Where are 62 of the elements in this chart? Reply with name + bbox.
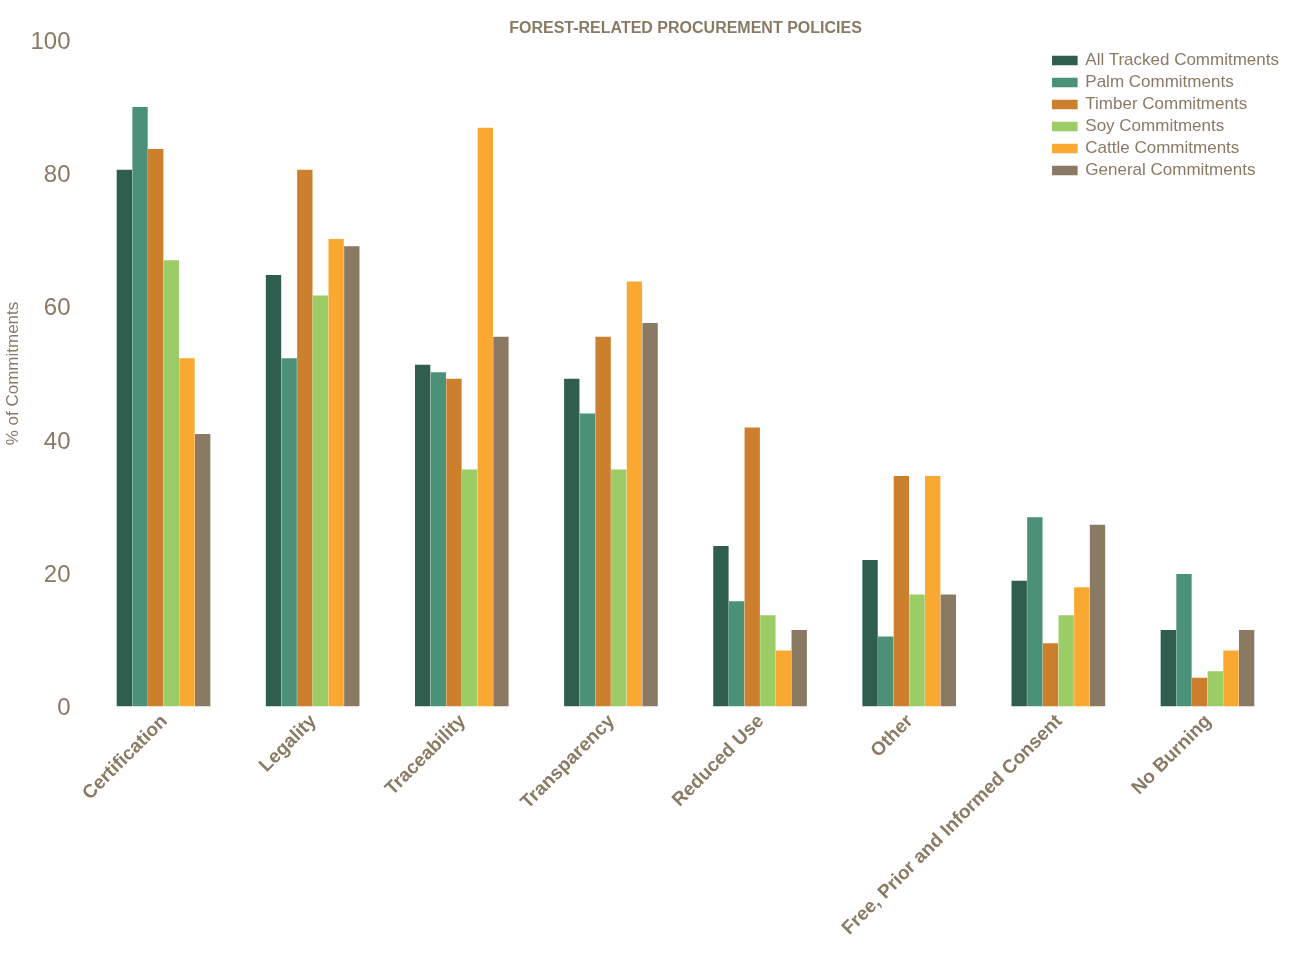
bar	[1191, 677, 1208, 707]
bar	[344, 246, 360, 707]
bar	[163, 260, 180, 707]
chart-title: FOREST-RELATED PROCUREMENT POLICIES	[509, 18, 863, 36]
bar	[446, 378, 462, 707]
bar	[1223, 650, 1239, 707]
bar	[909, 594, 925, 707]
bar	[1160, 629, 1176, 707]
legend-label: Soy Commitments	[1085, 116, 1225, 136]
legend-label: Cattle Commitments	[1085, 138, 1240, 158]
y-tick-label: 100	[30, 27, 71, 54]
bar	[1058, 615, 1074, 707]
y-tick-label: 80	[43, 160, 71, 188]
bar	[1042, 643, 1059, 707]
bar	[430, 372, 446, 707]
legend-label: Palm Commitments	[1085, 72, 1234, 92]
bar	[744, 427, 760, 707]
bar	[791, 629, 807, 707]
bar	[713, 545, 729, 707]
y-axis-title: % of Commitments	[3, 301, 23, 446]
bar	[925, 476, 941, 707]
bar	[297, 169, 313, 707]
bar	[642, 322, 658, 707]
legend-label: General Commitments	[1085, 160, 1256, 180]
bar	[265, 274, 282, 707]
bar	[179, 358, 195, 707]
bar	[760, 615, 776, 707]
bar	[281, 358, 297, 707]
bar	[940, 594, 957, 707]
bar	[312, 295, 329, 707]
bar	[595, 336, 611, 707]
bar	[414, 364, 431, 707]
bar	[564, 378, 580, 707]
bar	[195, 434, 211, 707]
bar	[728, 601, 745, 707]
bar	[611, 469, 627, 707]
bar	[493, 336, 509, 707]
y-tick-label: 20	[43, 559, 71, 587]
y-tick-label: 40	[43, 426, 71, 454]
y-tick-label: 0	[57, 693, 71, 720]
bar	[579, 413, 596, 707]
bar	[132, 107, 148, 707]
bar	[1238, 629, 1255, 707]
y-tick-label: 60	[43, 293, 71, 321]
bar	[862, 559, 878, 707]
bar	[477, 127, 493, 707]
bar	[328, 238, 344, 707]
bar	[893, 476, 910, 707]
bar	[1176, 573, 1192, 707]
bar	[1027, 517, 1043, 707]
bar	[878, 636, 894, 707]
bar	[1207, 671, 1223, 707]
legend-label: Timber Commitments	[1085, 94, 1248, 114]
legend-label: All Tracked Commitments	[1085, 50, 1279, 70]
bar	[626, 281, 643, 707]
bar	[461, 469, 478, 707]
bar	[1011, 580, 1027, 707]
bar	[148, 149, 164, 707]
bar	[1089, 524, 1106, 707]
bar	[116, 169, 133, 707]
bar	[775, 650, 792, 707]
bar	[1074, 587, 1090, 707]
